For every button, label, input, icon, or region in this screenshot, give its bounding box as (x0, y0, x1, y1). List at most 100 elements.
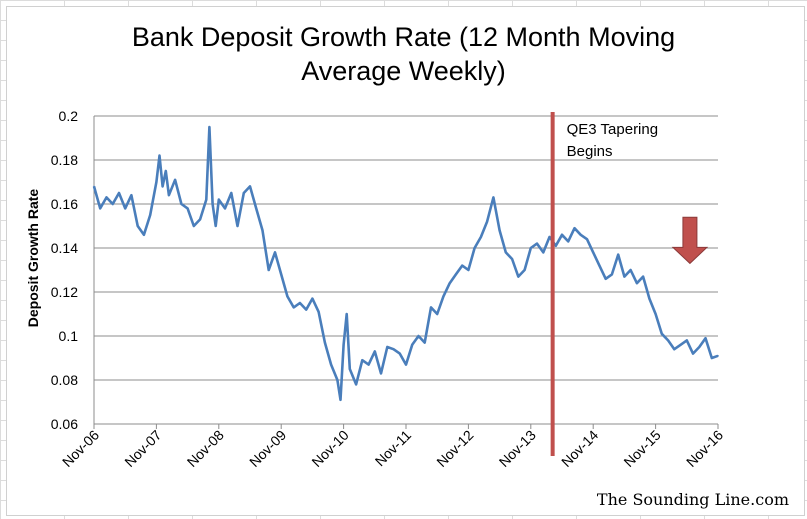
data-point (692, 352, 694, 355)
data-point (629, 269, 632, 271)
y-tick-label: 0.1 (59, 328, 79, 344)
data-point (523, 269, 526, 271)
data-point (218, 198, 220, 201)
data-point (205, 198, 208, 201)
y-tick-label: 0.08 (51, 372, 78, 388)
y-tick-label: 0.18 (51, 152, 78, 168)
data-point (592, 251, 594, 254)
data-point (211, 203, 214, 205)
y-tick-label: 0.16 (51, 196, 78, 212)
data-point (161, 185, 164, 188)
data-series (92, 125, 719, 402)
y-tick-label: 0.2 (59, 108, 79, 124)
data-point (155, 181, 158, 183)
data-point (267, 269, 270, 271)
x-tick-label: Nov-13 (496, 427, 539, 470)
data-point (448, 282, 451, 285)
data-point (292, 306, 295, 309)
data-point (411, 344, 414, 346)
data-point (345, 313, 348, 315)
data-point (698, 346, 701, 348)
data-point (536, 242, 538, 245)
data-point (305, 308, 307, 311)
data-point (361, 359, 364, 362)
data-point (158, 154, 161, 157)
data-point (143, 234, 145, 236)
data-point (374, 350, 376, 353)
data-point (224, 207, 226, 210)
data-point (324, 341, 326, 344)
data-point (611, 273, 613, 276)
data-point (654, 313, 657, 315)
data-point (168, 194, 170, 196)
data-point (199, 218, 201, 221)
data-point (648, 297, 651, 300)
data-point (710, 357, 713, 359)
data-point (367, 363, 370, 366)
data-point (105, 196, 108, 199)
data-point (505, 251, 507, 254)
data-point (274, 251, 276, 254)
data-point (330, 363, 332, 366)
chart-area[interactable] (6, 6, 805, 516)
y-tick-label: 0.14 (51, 240, 78, 256)
data-point (93, 185, 95, 188)
data-point (542, 251, 545, 254)
x-tick-label: Nov-11 (372, 427, 415, 470)
data-point (336, 379, 339, 381)
x-tick-label: Nov-15 (620, 427, 663, 470)
y-axis-ticks: 0.2 0.18 0.16 0.14 0.12 0.1 0.08 0.06 (51, 108, 78, 432)
y-axis-title: Deposit Growth Rate (25, 189, 41, 328)
credit-watermark: The Sounding Line.com (596, 490, 789, 509)
data-point (642, 275, 644, 278)
data-point (579, 234, 582, 236)
data-point (230, 192, 233, 194)
qe3-annotation-label: Begins (567, 143, 613, 160)
data-point (124, 207, 126, 210)
data-point (118, 192, 120, 194)
data-point (604, 278, 607, 280)
data-point (667, 339, 669, 342)
data-point (398, 352, 401, 355)
data-point (430, 306, 432, 309)
data-point (548, 236, 551, 238)
data-point (573, 227, 576, 229)
x-tick-label: Nov-10 (308, 427, 351, 470)
data-point (679, 344, 682, 346)
data-point (180, 203, 183, 205)
data-point (286, 295, 289, 298)
gridlines (93, 115, 718, 425)
data-point (405, 363, 407, 366)
y-tick-label: 0.06 (51, 416, 78, 432)
data-point (380, 372, 382, 375)
data-point (417, 335, 420, 337)
data-point (261, 229, 264, 232)
data-point (355, 383, 357, 386)
data-point (423, 341, 426, 344)
data-point (511, 258, 513, 260)
data-point (617, 253, 619, 256)
data-point (255, 207, 258, 210)
data-point (164, 170, 167, 172)
data-point (717, 355, 719, 357)
data-point (473, 247, 476, 249)
x-tick-label: Nov-12 (433, 427, 476, 470)
data-point (236, 225, 239, 227)
data-point (174, 179, 176, 181)
data-point (623, 275, 626, 278)
data-point (686, 339, 688, 342)
data-point (342, 344, 345, 346)
data-point (436, 313, 439, 315)
x-tick-label: Nov-08 (184, 427, 227, 470)
data-point (317, 311, 320, 313)
data-point (492, 196, 495, 199)
data-point (486, 220, 488, 223)
data-point (561, 234, 563, 236)
x-tick-label: Nov-16 (683, 427, 726, 470)
data-point (704, 337, 707, 340)
data-point (598, 264, 601, 267)
data-point (673, 348, 676, 351)
data-point (461, 264, 463, 267)
data-point (392, 348, 395, 351)
